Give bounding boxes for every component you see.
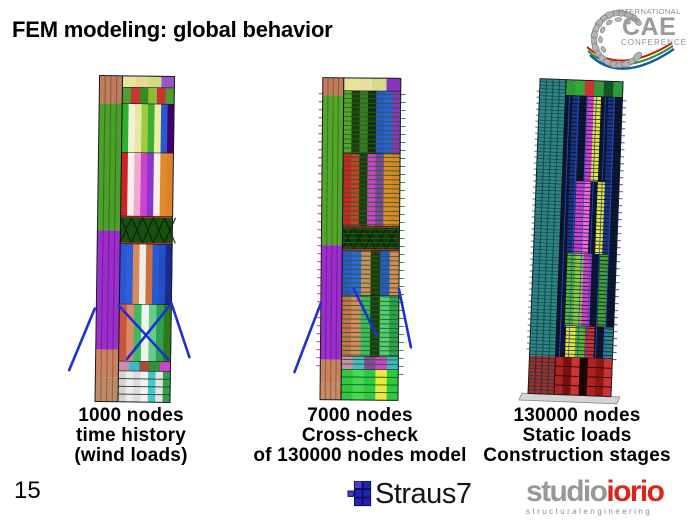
studioiorio-logo: studioiorio structuralengineering	[526, 475, 696, 517]
straus7-logo: Straus7	[346, 478, 472, 510]
page-number: 15	[14, 477, 41, 504]
cae-logo-line3: CONFERENCE	[621, 38, 687, 47]
cae-logo-line2: CAE	[622, 13, 676, 41]
caption-line: 7000 nodes	[307, 405, 413, 426]
tower-7000-nodes-model	[293, 77, 413, 401]
studio-word: studio	[526, 475, 608, 508]
straus7-squares-icon	[347, 480, 372, 506]
caption-line: time history	[75, 425, 187, 446]
caption-line: Cross-check	[301, 425, 419, 446]
caption-line: 1000 nodes	[78, 405, 184, 426]
caption-line: 130000 nodes	[513, 405, 641, 426]
cae-logo-pebble-ring	[586, 9, 675, 70]
caption-1000-nodes-model: 1000 nodes time history (wind loads)	[15, 406, 247, 466]
cae-conference-logo: INTERNATIONAL CAE CONFERENCE	[586, 7, 687, 70]
caption-line: (wind loads)	[74, 445, 188, 466]
caption-line: Static loads	[522, 425, 632, 446]
caption-line: of 130000 nodes model	[253, 445, 467, 466]
studioiorio-wordmark: studioiorio	[526, 475, 696, 508]
tower-130000-nodes-model	[518, 78, 627, 405]
tower-1000-nodes-model	[67, 75, 191, 404]
studioiorio-tagline: structuralengineering	[526, 507, 653, 516]
caption-line: Construction stages	[483, 445, 671, 466]
caption-7000-nodes-model: 7000 nodes Cross-check of 130000 nodes m…	[244, 406, 476, 466]
iorio-word: iorio	[606, 475, 665, 508]
cae-logo-line1: INTERNATIONAL	[616, 7, 681, 16]
straus7-wordmark: Straus7	[375, 478, 472, 510]
slide-title: FEM modeling: global behavior	[12, 17, 333, 42]
caption-130000-nodes-model: 130000 nodes Static loads Construction s…	[461, 406, 693, 466]
